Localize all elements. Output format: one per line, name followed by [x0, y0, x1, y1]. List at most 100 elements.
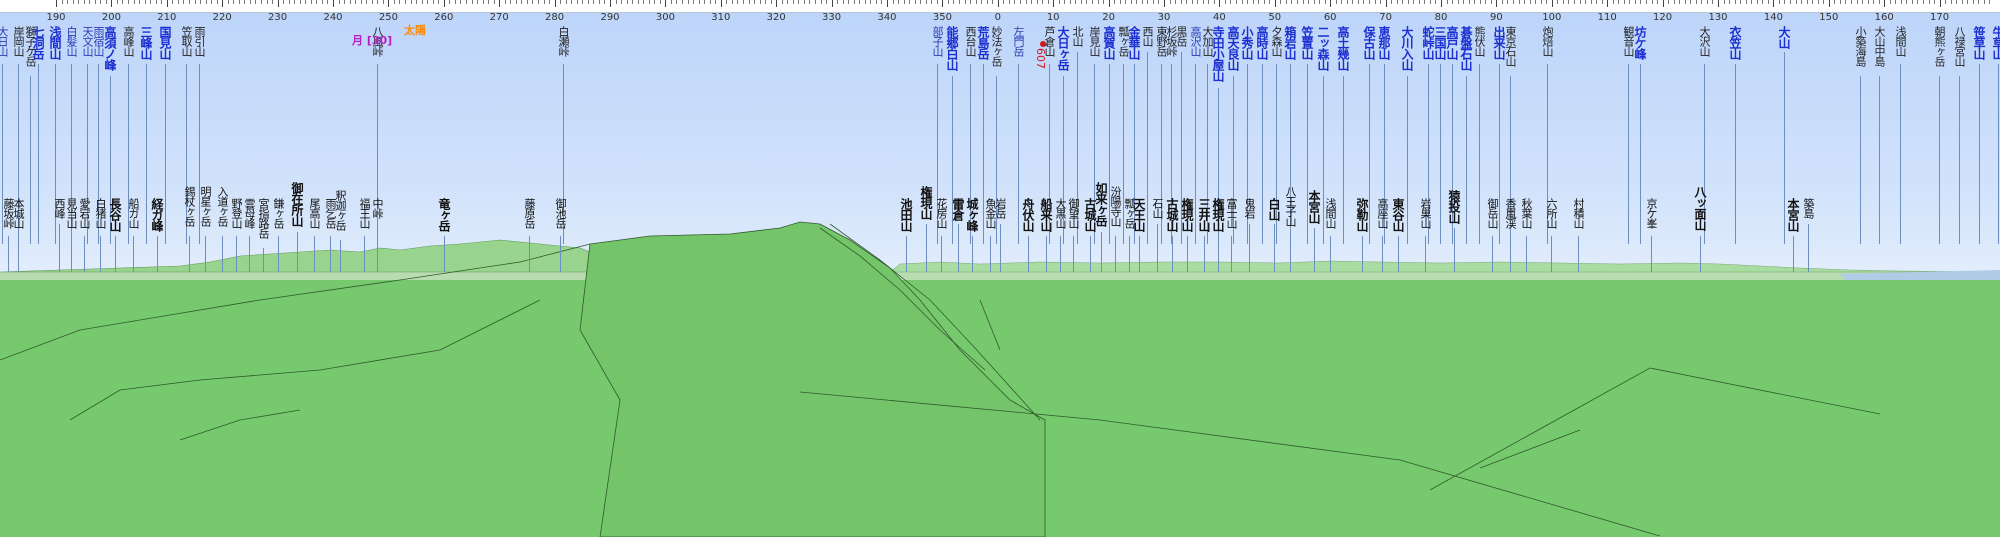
peak-label-upper[interactable]: 大日ヶ岳 — [1054, 26, 1072, 244]
peak-label-upper[interactable]: 西台山 — [961, 26, 979, 244]
peak-label-upper[interactable]: 高須ノ峰 — [101, 26, 119, 244]
peak-label-lower[interactable]: 鬼岩 — [1240, 198, 1258, 272]
peak-label-upper[interactable]: 高時山 — [1253, 26, 1271, 244]
peak-label-lower[interactable]: 秋葉山 — [1517, 198, 1535, 272]
peak-label-lower[interactable]: 御望山 — [1064, 198, 1082, 272]
peak-label-lower[interactable]: 竜ヶ岳 — [435, 198, 453, 272]
peak-label-lower[interactable]: 御在所山 — [288, 182, 306, 272]
peak-label-upper[interactable]: 高土幾山 — [1334, 26, 1352, 244]
peak-label-lower[interactable]: 大黒山 — [1051, 198, 1069, 272]
viewpoint-marker-dot[interactable] — [1040, 41, 1046, 47]
peak-label-lower[interactable]: 西峰 — [50, 198, 68, 272]
peak-label-lower[interactable]: 香嵐渓 — [1501, 198, 1519, 272]
peak-label-upper[interactable]: 部子山 — [928, 26, 946, 244]
peak-label-lower[interactable]: 古城山 — [1081, 198, 1099, 272]
peak-label-upper[interactable]: 観音山 — [1619, 26, 1637, 244]
peak-label-lower[interactable]: 浅間山 — [1321, 198, 1339, 272]
peak-label-upper[interactable]: 夕森山 — [1267, 26, 1285, 244]
peak-label-lower[interactable]: 宮指路岳 — [254, 198, 272, 272]
peak-label-lower[interactable]: 野登山 — [227, 198, 245, 272]
peak-label-upper[interactable]: 笠取山 — [177, 26, 195, 244]
peak-label-lower[interactable]: 権現山 — [1178, 198, 1196, 272]
peak-label-upper[interactable]: 牛草山 — [1989, 26, 2000, 244]
peak-label-lower[interactable]: 築島 — [1799, 198, 1817, 272]
peak-label-lower[interactable]: 汾陽寺山 — [1106, 186, 1124, 272]
peak-label-upper[interactable]: 岸岡山 — [9, 26, 27, 244]
peak-label-upper[interactable]: 左門岳 — [1009, 26, 1027, 244]
peak-label-lower[interactable]: 瓢ヶ岳 — [1120, 198, 1138, 272]
peak-label-lower[interactable]: 本宮山 — [1305, 190, 1323, 272]
peak-label-lower[interactable]: 御池岳 — [551, 198, 569, 272]
peak-label-upper[interactable]: 三峰山 — [137, 26, 155, 244]
peak-label-lower[interactable]: 本城山 — [9, 198, 27, 272]
peak-label-lower[interactable]: 中峠 — [368, 198, 386, 272]
peak-label-lower[interactable]: 城ヶ峰 — [963, 198, 981, 272]
peak-label-lower[interactable]: 権現山 — [917, 186, 935, 272]
peak-label-lower[interactable]: 六所山 — [1542, 198, 1560, 272]
peak-label-lower[interactable]: 京ケ峯 — [1642, 198, 1660, 272]
peak-label-lower[interactable]: 本宮山 — [1784, 198, 1802, 272]
peak-label-lower[interactable]: 明星ヶ岳 — [196, 186, 214, 272]
peak-label-upper[interactable]: 金華山 — [1125, 26, 1143, 244]
peak-label-lower[interactable]: 権現山 — [1209, 198, 1227, 272]
peak-label-lower[interactable]: 愛宕山 — [75, 198, 93, 272]
peak-label-upper[interactable]: 大沢山 — [1695, 26, 1713, 244]
peak-label-upper[interactable]: 出来山 — [1490, 26, 1508, 244]
peak-label-lower[interactable]: 舟伏山 — [1019, 198, 1037, 272]
peak-label-lower[interactable]: 魚金山 — [981, 198, 999, 272]
peak-label-upper[interactable]: 保古山 — [1360, 26, 1378, 244]
peak-label-upper[interactable]: 妙法ヶ岳 — [987, 26, 1005, 244]
peak-label-lower[interactable]: 尾高山 — [305, 198, 323, 272]
peak-label-upper[interactable]: 高賀山 — [1100, 26, 1118, 244]
peak-label-lower[interactable]: 福王山 — [355, 198, 373, 272]
peak-label-lower[interactable]: 岩巣山 — [1416, 198, 1434, 272]
peak-label-upper[interactable]: 西山 — [1138, 26, 1156, 244]
peak-label-lower[interactable]: 雲母峰 — [240, 198, 258, 272]
peak-label-upper[interactable]: 碁盤石山 — [1457, 26, 1475, 244]
peak-label-upper[interactable]: 雨宿山 — [89, 26, 107, 244]
peak-label-lower[interactable]: 藤坂峠 — [0, 198, 17, 272]
peak-label-upper[interactable]: 瓢ヶ岳 — [1114, 26, 1132, 244]
peak-label-lower[interactable]: 池田山 — [897, 198, 915, 272]
peak-label-lower[interactable]: 猿投山 — [1445, 190, 1463, 272]
peak-label-lower[interactable]: 村積山 — [1569, 198, 1587, 272]
peak-label-lower[interactable]: 弥勒山 — [1353, 198, 1371, 272]
peak-label-upper[interactable]: 岸見山 — [1085, 26, 1103, 244]
peak-label-upper[interactable]: 恵那山 — [1375, 26, 1393, 244]
peak-label-upper[interactable]: 能郷白山 — [943, 26, 961, 244]
peak-label-upper[interactable]: 黒岳 — [1172, 26, 1190, 244]
peak-label-upper[interactable]: 寺田小屋山 — [1209, 26, 1227, 244]
peak-label-upper[interactable]: 北山 — [1068, 26, 1086, 244]
peak-label-upper[interactable]: 高峰山 — [119, 26, 137, 244]
peak-label-upper[interactable]: 笠置山 — [1298, 26, 1316, 244]
peak-label-upper[interactable]: 芦倉山 — [1040, 26, 1058, 244]
peak-label-lower[interactable]: 岩岳 — [991, 198, 1009, 272]
peak-label-lower[interactable]: 三井山 — [1195, 198, 1213, 272]
peak-label-upper[interactable]: 獅子ケ岳 — [21, 26, 39, 244]
peak-label-upper[interactable]: 七洞岳 — [29, 26, 47, 244]
peak-label-lower[interactable]: 高座山 — [1373, 198, 1391, 272]
peak-label-lower[interactable]: 白猪山 — [91, 198, 109, 272]
peak-label-upper[interactable]: 八風峠 — [368, 26, 386, 244]
peak-label-upper[interactable]: 笹草山 — [1970, 26, 1988, 244]
peak-label-upper[interactable]: 高戸山 — [1443, 26, 1461, 244]
peak-label-upper[interactable]: 坊ケ峰 — [1631, 26, 1649, 244]
peak-label-lower[interactable]: 釈迦ヶ岳 — [331, 190, 349, 272]
peak-label-upper[interactable]: 小築海島 — [1851, 26, 1869, 244]
peak-label-upper[interactable]: 炮焙山 — [1538, 26, 1556, 244]
peak-label-lower[interactable]: 御岳山 — [1483, 198, 1501, 272]
peak-label-upper[interactable]: 八禄宮山 — [1950, 26, 1968, 244]
peak-label-upper[interactable]: 高天良山 — [1224, 26, 1242, 244]
peak-label-upper[interactable]: 大川入山 — [1398, 26, 1416, 244]
peak-label-upper[interactable]: 雨引山 — [190, 26, 208, 244]
peak-label-lower[interactable]: 経ガ峰 — [148, 198, 166, 272]
peak-label-lower[interactable]: 船来山 — [1037, 198, 1055, 272]
peak-label-upper[interactable]: 小秀山 — [1238, 26, 1256, 244]
peak-label-upper[interactable]: 東京石山 — [1501, 26, 1519, 244]
peak-label-upper[interactable]: 天文山 — [78, 26, 96, 244]
peak-label-upper[interactable]: 浅間山 — [46, 26, 64, 244]
peak-label-lower[interactable]: 船ガ山 — [124, 198, 142, 272]
peak-label-lower[interactable]: 花房山 — [932, 198, 950, 272]
peak-label-lower[interactable]: 雷倉 — [949, 198, 967, 272]
